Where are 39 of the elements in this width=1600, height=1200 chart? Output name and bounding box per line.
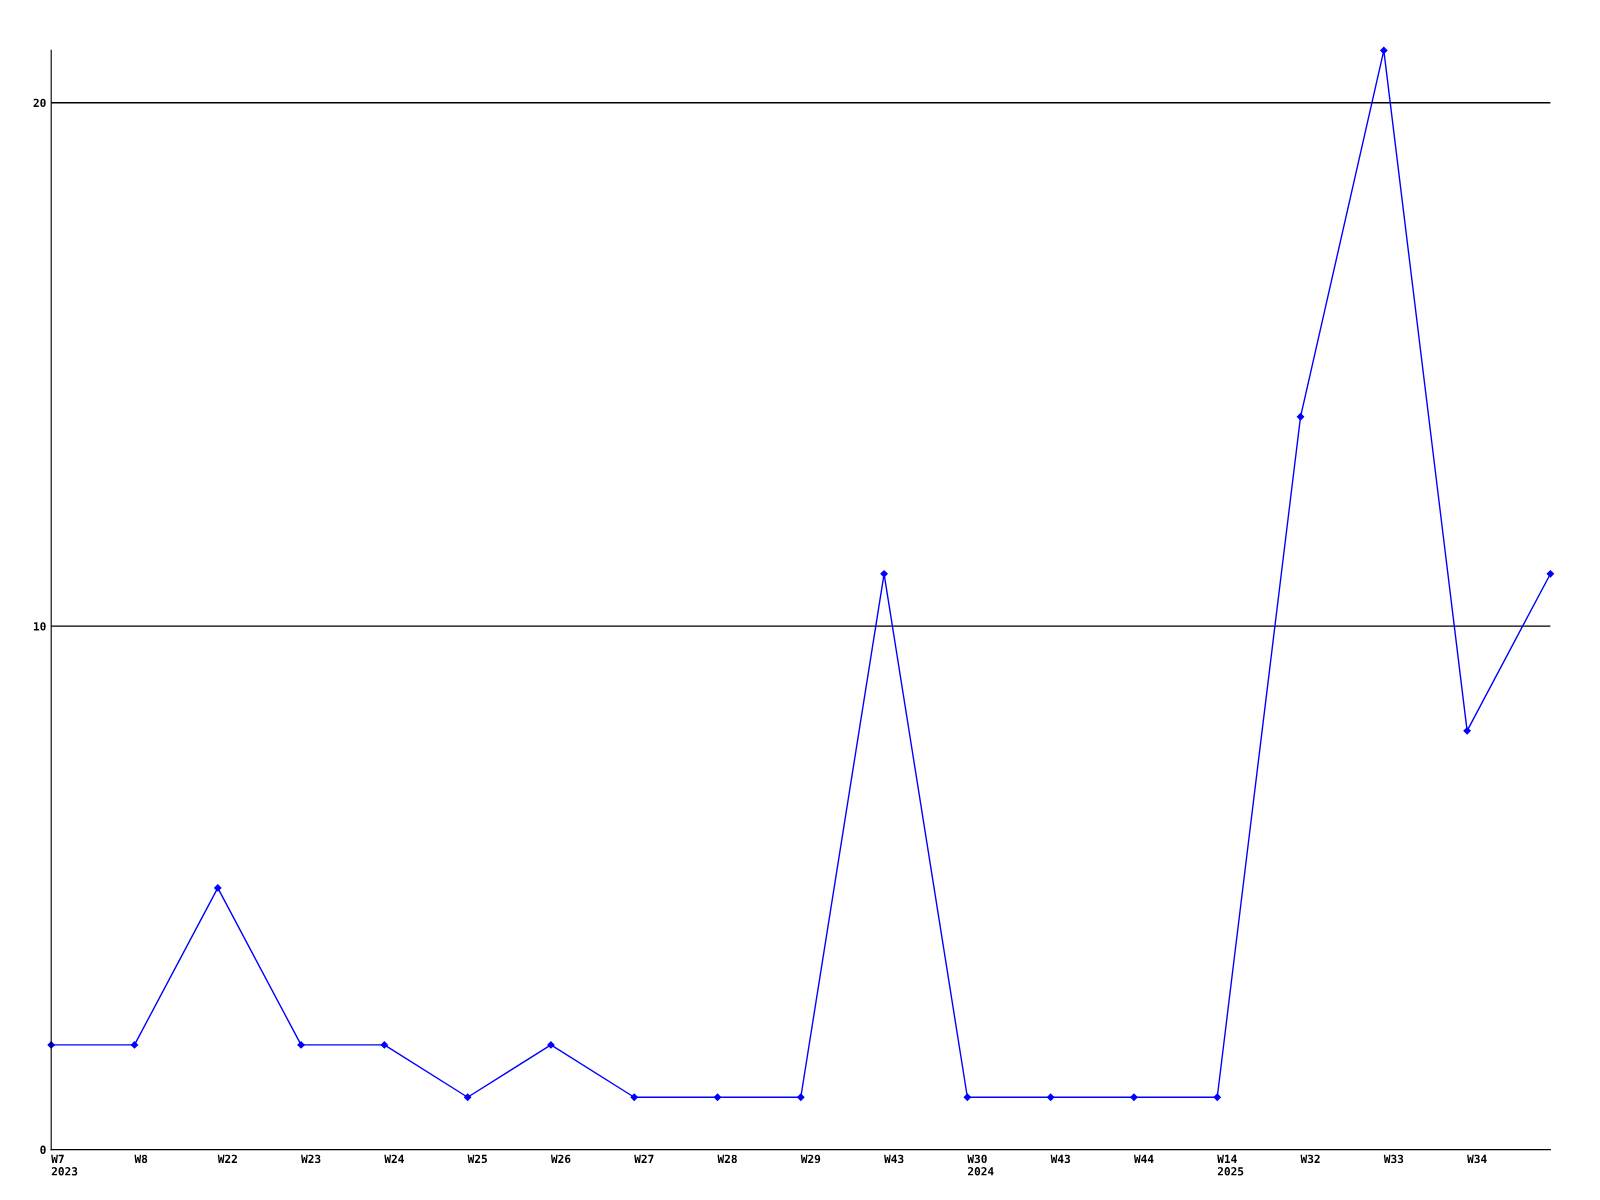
point [1047, 1093, 1055, 1101]
point [214, 884, 222, 892]
point [1463, 727, 1471, 735]
x-tick-label: W32 [1300, 1154, 1320, 1164]
x-tick-label: W43 [1050, 1154, 1071, 1164]
x-tick-label: W43 [884, 1154, 904, 1164]
point [797, 1093, 805, 1101]
point [1380, 46, 1388, 55]
point [713, 1093, 722, 1101]
x-tick-label: W14 2025 [1217, 1154, 1244, 1176]
point [464, 1093, 472, 1101]
x-tick-label: W25 [467, 1154, 487, 1164]
point [1546, 570, 1555, 578]
point [1296, 413, 1305, 421]
x-tick-label: W28 [717, 1154, 737, 1164]
x-tick-label: W8 [134, 1154, 148, 1164]
x-tick-label: W30 2024 [967, 1154, 994, 1176]
x-tick-label: W23 [301, 1154, 321, 1164]
y-tick-label: 0 [40, 1145, 46, 1154]
point [963, 1093, 972, 1101]
x-tick-label: W26 [550, 1154, 571, 1164]
x-tick-label: W33 [1383, 1154, 1404, 1164]
point [1213, 1093, 1221, 1101]
y-tick-label: 20 [33, 98, 46, 108]
x-tick-label: W44 [1133, 1154, 1154, 1163]
x-tick-label: W24 [384, 1154, 404, 1163]
point [880, 570, 888, 578]
point [297, 1041, 305, 1049]
x-tick-label: W27 [634, 1154, 654, 1163]
point [1130, 1093, 1138, 1101]
point [130, 1041, 139, 1049]
point [630, 1093, 638, 1101]
point [380, 1041, 388, 1049]
point [547, 1041, 555, 1049]
x-tick-label: W7 2023 [51, 1154, 78, 1176]
y-tick-label: 10 [33, 622, 46, 631]
x-tick-label: W34 [1467, 1154, 1487, 1164]
x-tick-label: W22 [217, 1154, 237, 1163]
x-tick-label: W29 [800, 1154, 821, 1164]
